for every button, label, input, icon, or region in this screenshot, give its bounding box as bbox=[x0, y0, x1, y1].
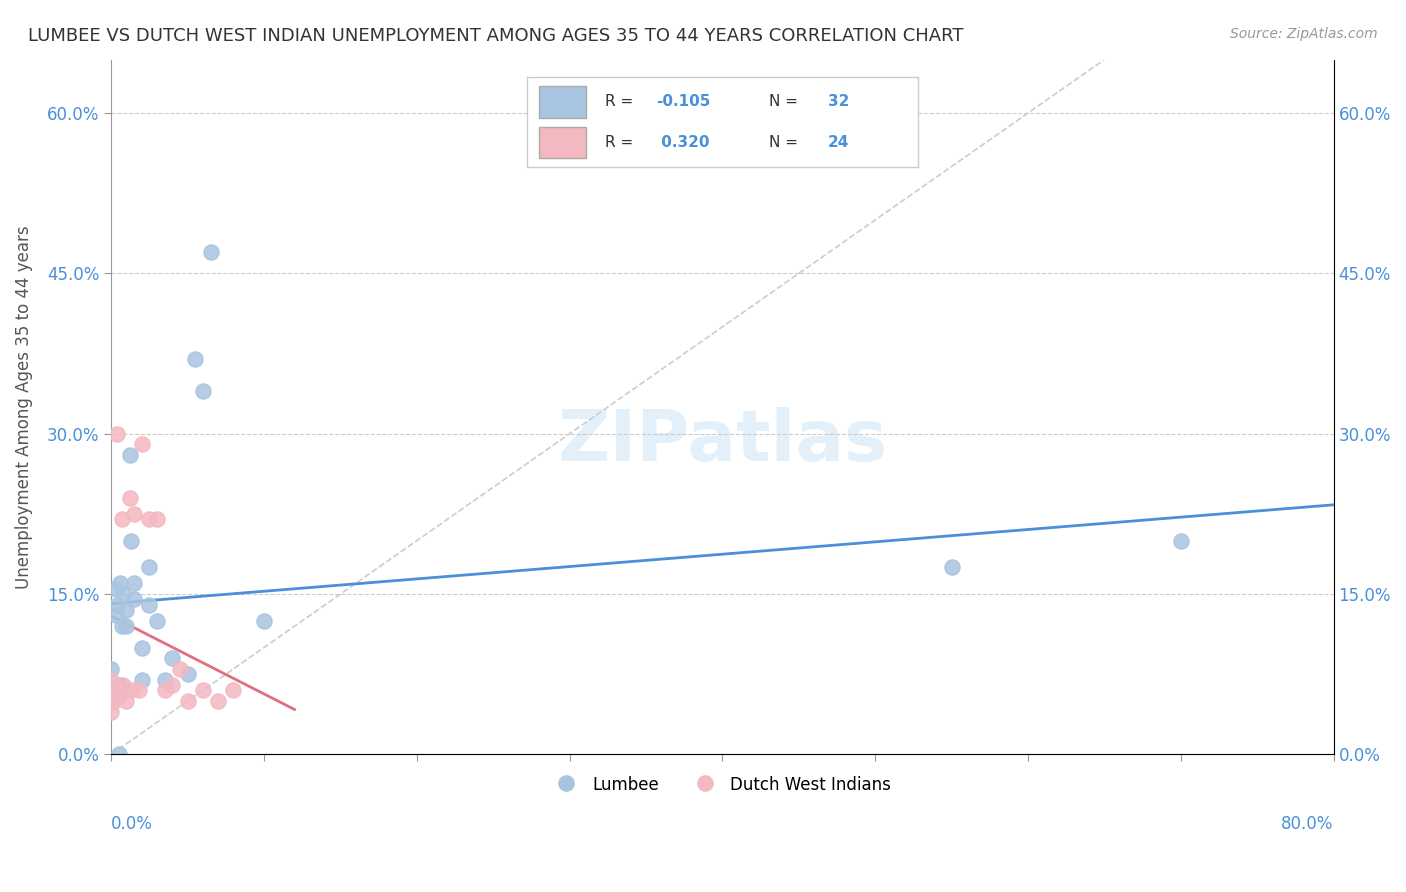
Point bbox=[120, 683, 142, 698]
Text: Source: ZipAtlas.com: Source: ZipAtlas.com bbox=[1230, 27, 1378, 41]
Point bbox=[108, 689, 131, 703]
Point bbox=[112, 683, 135, 698]
Text: ZIPatlas: ZIPatlas bbox=[557, 408, 887, 476]
Point bbox=[200, 245, 222, 260]
Text: LUMBEE VS DUTCH WEST INDIAN UNEMPLOYMENT AMONG AGES 35 TO 44 YEARS CORRELATION C: LUMBEE VS DUTCH WEST INDIAN UNEMPLOYMENT… bbox=[28, 27, 963, 45]
Point bbox=[146, 614, 169, 628]
Point bbox=[100, 673, 122, 687]
Point bbox=[115, 603, 138, 617]
Point bbox=[207, 694, 229, 708]
Point bbox=[131, 640, 153, 655]
Point bbox=[103, 683, 125, 698]
Point bbox=[131, 437, 153, 451]
Point bbox=[115, 694, 138, 708]
Point bbox=[105, 426, 128, 441]
Point bbox=[112, 678, 135, 692]
Point bbox=[110, 576, 132, 591]
Point bbox=[105, 598, 128, 612]
Point bbox=[176, 694, 198, 708]
Point bbox=[100, 689, 122, 703]
Point bbox=[153, 683, 176, 698]
Point bbox=[222, 683, 245, 698]
Point bbox=[104, 683, 127, 698]
Point bbox=[191, 683, 214, 698]
Point bbox=[122, 507, 145, 521]
Point bbox=[1170, 533, 1192, 548]
Point bbox=[111, 512, 134, 526]
Point bbox=[103, 694, 125, 708]
Point bbox=[138, 560, 160, 574]
Point bbox=[118, 491, 141, 505]
Point bbox=[253, 614, 276, 628]
Point bbox=[146, 512, 169, 526]
Point bbox=[115, 619, 138, 633]
Point bbox=[100, 705, 122, 719]
Point bbox=[120, 533, 142, 548]
Point bbox=[118, 448, 141, 462]
Point bbox=[138, 512, 160, 526]
Text: 0.0%: 0.0% bbox=[111, 815, 153, 833]
Point bbox=[162, 678, 184, 692]
Point bbox=[104, 608, 127, 623]
Point bbox=[131, 673, 153, 687]
Legend: Lumbee, Dutch West Indians: Lumbee, Dutch West Indians bbox=[547, 768, 898, 802]
Point bbox=[112, 587, 135, 601]
Point bbox=[104, 582, 127, 596]
Point bbox=[128, 683, 150, 698]
Point bbox=[169, 662, 191, 676]
Point bbox=[138, 598, 160, 612]
Point bbox=[108, 678, 131, 692]
Point bbox=[162, 651, 184, 665]
Point bbox=[191, 384, 214, 398]
Point bbox=[184, 351, 207, 366]
Y-axis label: Unemployment Among Ages 35 to 44 years: Unemployment Among Ages 35 to 44 years bbox=[15, 225, 32, 589]
Point bbox=[100, 662, 122, 676]
Text: 80.0%: 80.0% bbox=[1281, 815, 1334, 833]
Point bbox=[100, 694, 122, 708]
Point bbox=[122, 592, 145, 607]
Point bbox=[153, 673, 176, 687]
Point bbox=[111, 619, 134, 633]
Point bbox=[108, 747, 131, 762]
Point bbox=[941, 560, 963, 574]
Point bbox=[176, 667, 198, 681]
Point bbox=[122, 576, 145, 591]
